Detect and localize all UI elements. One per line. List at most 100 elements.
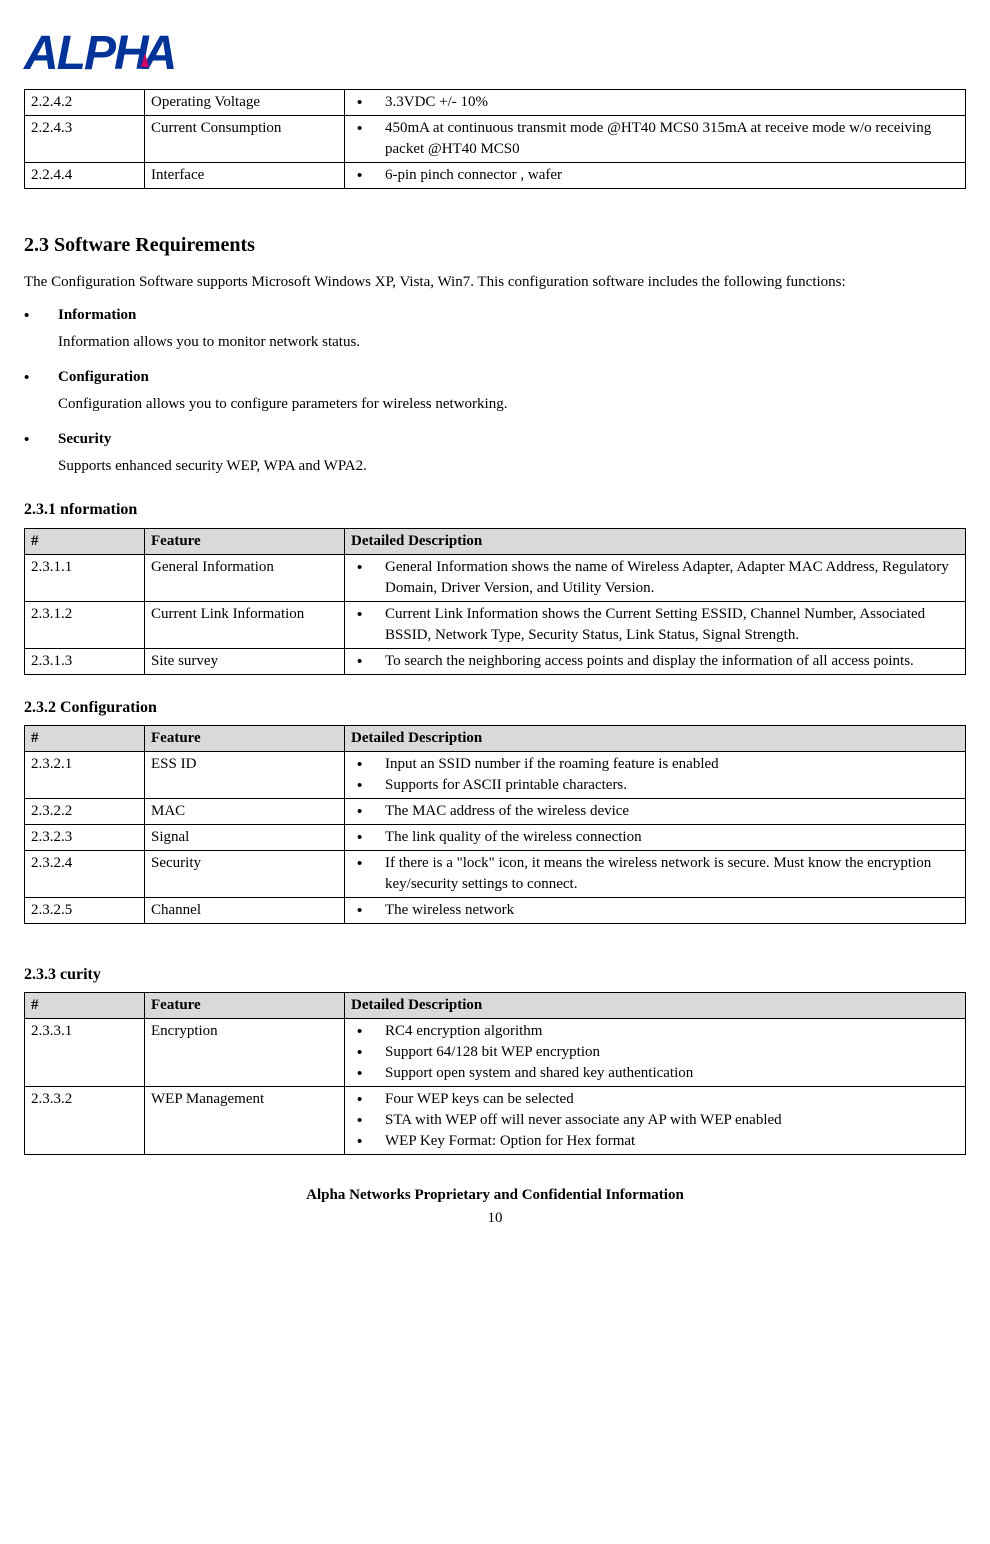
logo-text: ALPHA	[24, 20, 175, 87]
logo: ALPHA	[24, 20, 966, 87]
table-row: 2.3.3.1EncryptionRC4 encryption algorith…	[25, 1019, 966, 1087]
bullet-dot-icon: •	[24, 429, 58, 450]
table-row: 2.3.2.1ESS IDInput an SSID number if the…	[25, 751, 966, 798]
cell-desc-item: Supports for ASCII printable characters.	[351, 775, 959, 796]
cell-desc-item: Current Link Information shows the Curre…	[351, 604, 959, 646]
table-row: 2.3.1.2Current Link InformationCurrent L…	[25, 601, 966, 648]
table-2-2-4-body: 2.2.4.2Operating Voltage3.3VDC +/- 10%2.…	[25, 90, 966, 189]
cell-desc-list: The link quality of the wireless connect…	[351, 827, 959, 848]
cell-desc: RC4 encryption algorithmSupport 64/128 b…	[345, 1019, 966, 1087]
cell-desc-list: The MAC address of the wireless device	[351, 801, 959, 822]
section-2-3-bullets: •InformationInformation allows you to mo…	[24, 305, 966, 477]
cell-feature: Current Link Information	[145, 601, 345, 648]
cell-desc: Four WEP keys can be selectedSTA with WE…	[345, 1087, 966, 1155]
footer-text: Alpha Networks Proprietary and Confident…	[306, 1187, 684, 1203]
cell-desc-item: The MAC address of the wireless device	[351, 801, 959, 822]
table-2-3-3-body: 2.3.3.1EncryptionRC4 encryption algorith…	[25, 1019, 966, 1155]
subsection-2-3-1-title: 2.3.1 nformation	[24, 499, 966, 521]
cell-desc-item: WEP Key Format: Option for Hex format	[351, 1131, 959, 1152]
subsection-2-3-2-title: 2.3.2 Configuration	[24, 697, 966, 719]
cell-desc-item: If there is a "lock" icon, it means the …	[351, 853, 959, 895]
cell-desc-list: The wireless network	[351, 900, 959, 921]
cell-feature: Channel	[145, 897, 345, 923]
bullet-label: Security	[58, 431, 111, 447]
table-2-3-1: # Feature Detailed Description 2.3.1.1Ge…	[24, 528, 966, 675]
cell-feature: Current Consumption	[145, 116, 345, 163]
cell-desc-item: Input an SSID number if the roaming feat…	[351, 754, 959, 775]
cell-desc-item: Support open system and shared key authe…	[351, 1063, 959, 1084]
cell-desc-item: 3.3VDC +/- 10%	[351, 92, 959, 113]
table-row: 2.3.2.3Signal The link quality of the wir…	[25, 824, 966, 850]
cell-feature: General Information	[145, 554, 345, 601]
cell-num: 2.3.2.5	[25, 897, 145, 923]
cell-desc-item: 450mA at continuous transmit mode @HT40 …	[351, 118, 959, 160]
cell-num: 2.2.4.2	[25, 90, 145, 116]
table-2-3-1-body: 2.3.1.1General InformationGeneral Inform…	[25, 554, 966, 674]
cell-desc-item: Four WEP keys can be selected	[351, 1089, 959, 1110]
cell-num: 2.3.2.3	[25, 824, 145, 850]
cell-num: 2.3.3.1	[25, 1019, 145, 1087]
cell-feature: MAC	[145, 798, 345, 824]
cell-num: 2.3.1.1	[25, 554, 145, 601]
cell-desc: General Information shows the name of Wi…	[345, 554, 966, 601]
cell-feature: Encryption	[145, 1019, 345, 1087]
cell-desc-item: To search the neighboring access points …	[351, 651, 959, 672]
cell-num: 2.2.4.4	[25, 163, 145, 189]
bullet-desc: Supports enhanced security WEP, WPA and …	[58, 456, 966, 477]
cell-desc-list: Four WEP keys can be selectedSTA with WE…	[351, 1089, 959, 1152]
table-2-3-3: # Feature Detailed Description 2.3.3.1En…	[24, 992, 966, 1155]
subsection-2-3-3-title: 2.3.3 curity	[24, 964, 966, 986]
cell-desc-list: To search the neighboring access points …	[351, 651, 959, 672]
cell-desc: Current Link Information shows the Curre…	[345, 601, 966, 648]
bullet-item: •ConfigurationConfiguration allows you t…	[24, 367, 966, 415]
cell-desc-list: 3.3VDC +/- 10%	[351, 92, 959, 113]
cell-desc: 450mA at continuous transmit mode @HT40 …	[345, 116, 966, 163]
table-2-3-2: # Feature Detailed Description 2.3.2.1ES…	[24, 725, 966, 924]
table-row: 2.2.4.3Current Consumption450mA at conti…	[25, 116, 966, 163]
cell-feature: Signal	[145, 824, 345, 850]
cell-feature: WEP Management	[145, 1087, 345, 1155]
bullet-desc: Information allows you to monitor networ…	[58, 332, 966, 353]
bullet-desc: Configuration allows you to configure pa…	[58, 394, 966, 415]
cell-desc-list: RC4 encryption algorithmSupport 64/128 b…	[351, 1021, 959, 1084]
bullet-label: Configuration	[58, 369, 149, 385]
cell-desc: To search the neighboring access points …	[345, 648, 966, 674]
cell-desc: Input an SSID number if the roaming feat…	[345, 751, 966, 798]
cell-feature: Site survey	[145, 648, 345, 674]
cell-desc-list: 450mA at continuous transmit mode @HT40 …	[351, 118, 959, 160]
col-header-feature: Feature	[145, 993, 345, 1019]
col-header-desc: Detailed Description	[345, 528, 966, 554]
table-row: 2.3.2.4SecurityIf there is a "lock" icon…	[25, 850, 966, 897]
cell-desc-item: RC4 encryption algorithm	[351, 1021, 959, 1042]
col-header-num: #	[25, 993, 145, 1019]
col-header-num: #	[25, 528, 145, 554]
cell-num: 2.3.1.2	[25, 601, 145, 648]
table-row: 2.2.4.2Operating Voltage 3.3VDC +/- 10%	[25, 90, 966, 116]
cell-desc-item: Support 64/128 bit WEP encryption	[351, 1042, 959, 1063]
cell-desc-item: General Information shows the name of Wi…	[351, 557, 959, 599]
cell-feature: Operating Voltage	[145, 90, 345, 116]
cell-desc-list: If there is a "lock" icon, it means the …	[351, 853, 959, 895]
table-row: 2.3.3.2WEP ManagementFour WEP keys can b…	[25, 1087, 966, 1155]
bullet-item: •Security Supports enhanced security WEP,…	[24, 429, 966, 477]
page-footer: Alpha Networks Proprietary and Confident…	[24, 1185, 966, 1229]
cell-desc-list: Input an SSID number if the roaming feat…	[351, 754, 959, 796]
section-2-3-intro: The Configuration Software supports Micr…	[24, 267, 966, 297]
cell-desc-list: 6-pin pinch connector , wafer	[351, 165, 959, 186]
cell-desc: 3.3VDC +/- 10%	[345, 90, 966, 116]
logo-triangle-icon	[141, 53, 149, 67]
cell-desc: If there is a "lock" icon, it means the …	[345, 850, 966, 897]
cell-feature: Interface	[145, 163, 345, 189]
section-2-3-title: 2.3 Software Requirements	[24, 231, 966, 259]
table-row: 2.3.1.3Site surveyTo search the neighbor…	[25, 648, 966, 674]
cell-num: 2.2.4.3	[25, 116, 145, 163]
table-2-2-4: 2.2.4.2Operating Voltage3.3VDC +/- 10%2.…	[24, 89, 966, 189]
cell-num: 2.3.3.2	[25, 1087, 145, 1155]
bullet-item: •InformationInformation allows you to mo…	[24, 305, 966, 353]
col-header-desc: Detailed Description	[345, 725, 966, 751]
cell-desc-item: The link quality of the wireless connect…	[351, 827, 959, 848]
table-row: 2.2.4.4Interface 6-pin pinch connector , …	[25, 163, 966, 189]
table-row: 2.3.2.5Channel The wireless network	[25, 897, 966, 923]
col-header-feature: Feature	[145, 528, 345, 554]
cell-desc: The wireless network	[345, 897, 966, 923]
